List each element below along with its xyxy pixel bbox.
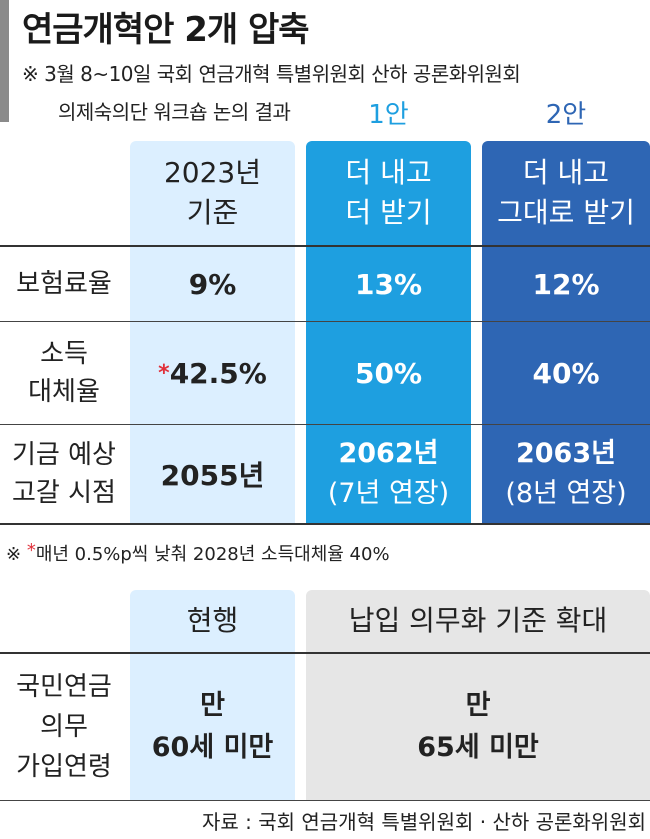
fund-depletion-plan2: 2063년 (8년 연장) bbox=[482, 425, 650, 523]
title-accent-bar bbox=[0, 0, 9, 122]
header-baseline-line1: 2023년 bbox=[163, 156, 262, 189]
enrollment-age-current: 만 60세 미만 bbox=[130, 654, 295, 800]
table1-row-divider-2 bbox=[0, 424, 650, 425]
header-plan2-line1: 더 내고 bbox=[522, 156, 610, 189]
row-label-fund-depletion-line1: 기금 예상 bbox=[12, 440, 116, 470]
premium-rate-baseline: 9% bbox=[188, 267, 237, 301]
plan1-label: 1안 bbox=[368, 100, 409, 130]
replacement-rate-plan1: 50% bbox=[354, 356, 423, 390]
baseline-column bbox=[130, 141, 295, 523]
row-label-premium-rate-text: 보험료율 bbox=[16, 269, 112, 299]
premium-rate-plan2: 12% bbox=[532, 267, 600, 301]
fund-depletion-plan1-extension: (7년 연장) bbox=[327, 478, 450, 509]
table2-bottom-rule bbox=[0, 800, 650, 801]
enrollment-age-current-line2: 60세 미만 bbox=[151, 732, 274, 763]
footnote-prefix: ※ bbox=[6, 544, 27, 565]
header-plan1-line2: 더 받기 bbox=[345, 196, 432, 229]
table2-top-rule bbox=[0, 652, 650, 654]
fund-depletion-baseline: 2055년 bbox=[160, 459, 265, 492]
replacement-rate-baseline-value: 42.5% bbox=[169, 356, 267, 390]
enrollment-age-expand-line2: 65세 미만 bbox=[417, 732, 539, 763]
footnote: ※ *매년 0.5%p씩 낮춰 2028년 소득대체율 40% bbox=[6, 540, 390, 566]
row-label-enrollment-age-line2: 의무 bbox=[40, 712, 88, 742]
source-credit: 자료 : 국회 연금개혁 특별위원회 · 산하 공론화위원회 bbox=[202, 810, 646, 834]
subtitle-line-2: 의제숙의단 워크숍 논의 결과 bbox=[58, 100, 291, 124]
fund-depletion-plan2-extension: (8년 연장) bbox=[505, 478, 627, 509]
table1-bottom-rule bbox=[0, 523, 650, 525]
row-label-fund-depletion-line2: 고갈 시점 bbox=[12, 478, 116, 508]
replacement-rate-baseline: * 42.5% bbox=[130, 322, 295, 424]
enrollment-age-expand: 만 65세 미만 bbox=[306, 654, 650, 800]
table1-top-rule bbox=[0, 245, 650, 247]
fund-depletion-plan1: 2062년 (7년 연장) bbox=[306, 425, 471, 523]
header-baseline-line2: 기준 bbox=[186, 196, 239, 229]
header-current: 현행 bbox=[186, 604, 239, 637]
header-plan1-line1: 더 내고 bbox=[345, 156, 432, 189]
row-label-enrollment-age: 국민연금 의무 가입연령 bbox=[0, 654, 128, 800]
plan2-column bbox=[482, 141, 650, 523]
row-label-premium-rate: 보험료율 bbox=[0, 247, 128, 321]
row-label-fund-depletion: 기금 예상 고갈 시점 bbox=[0, 425, 128, 523]
current-column bbox=[130, 590, 295, 800]
header-plan2: 더 내고 그대로 받기 bbox=[482, 141, 650, 245]
fund-depletion-plan1-year: 2062년 bbox=[338, 438, 439, 469]
subtitle-line-1: ※ 3월 8~10일 국회 연금개혁 특별위원회 산하 공론화위원회 bbox=[22, 62, 521, 86]
page-title: 연금개혁안 2개 압축 bbox=[22, 10, 310, 50]
footnote-text: 매년 0.5%p씩 낮춰 2028년 소득대체율 40% bbox=[35, 544, 390, 565]
premium-rate-plan1: 13% bbox=[354, 267, 423, 301]
header-baseline: 2023년 기준 bbox=[130, 141, 295, 245]
header-expand: 납입 의무화 기준 확대 bbox=[348, 604, 608, 637]
row-label-enrollment-age-line3: 가입연령 bbox=[16, 752, 112, 782]
asterisk-mark: * bbox=[158, 360, 170, 386]
replacement-rate-plan2: 40% bbox=[532, 356, 600, 390]
table1-row-divider-1 bbox=[0, 321, 650, 322]
fund-depletion-plan2-year: 2063년 bbox=[515, 438, 616, 469]
footnote-asterisk: * bbox=[26, 540, 36, 561]
header-plan2-line2: 그대로 받기 bbox=[497, 196, 635, 229]
plan1-column bbox=[306, 141, 471, 523]
row-label-replacement-rate-line1: 소득 bbox=[40, 339, 88, 369]
row-label-replacement-rate-line2: 대체율 bbox=[28, 377, 100, 407]
enrollment-age-expand-line1: 만 bbox=[465, 690, 491, 721]
header-plan1: 더 내고 더 받기 bbox=[306, 141, 471, 245]
plan2-label: 2안 bbox=[545, 100, 587, 130]
row-label-replacement-rate: 소득 대체율 bbox=[0, 322, 128, 424]
enrollment-age-current-line1: 만 bbox=[200, 690, 225, 721]
expand-column bbox=[306, 590, 650, 800]
row-label-enrollment-age-line1: 국민연금 bbox=[16, 672, 112, 702]
